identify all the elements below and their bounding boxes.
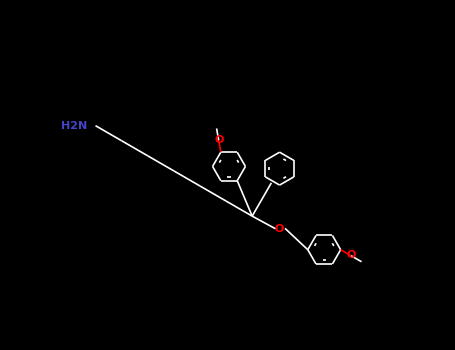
Text: O: O — [275, 224, 284, 234]
Text: O: O — [215, 135, 224, 145]
Text: H2N: H2N — [61, 121, 87, 131]
Text: O: O — [346, 250, 356, 260]
